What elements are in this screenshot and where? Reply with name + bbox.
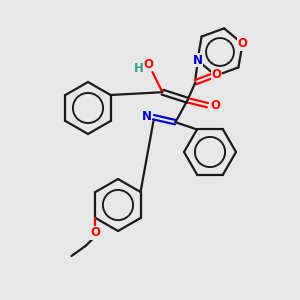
Text: N: N bbox=[141, 110, 152, 123]
Text: O: O bbox=[91, 226, 100, 239]
Text: O: O bbox=[212, 68, 221, 81]
Text: O: O bbox=[238, 37, 248, 50]
Text: H: H bbox=[134, 62, 143, 75]
Text: N: N bbox=[192, 54, 203, 67]
Text: O: O bbox=[143, 58, 153, 71]
Text: O: O bbox=[210, 99, 220, 112]
